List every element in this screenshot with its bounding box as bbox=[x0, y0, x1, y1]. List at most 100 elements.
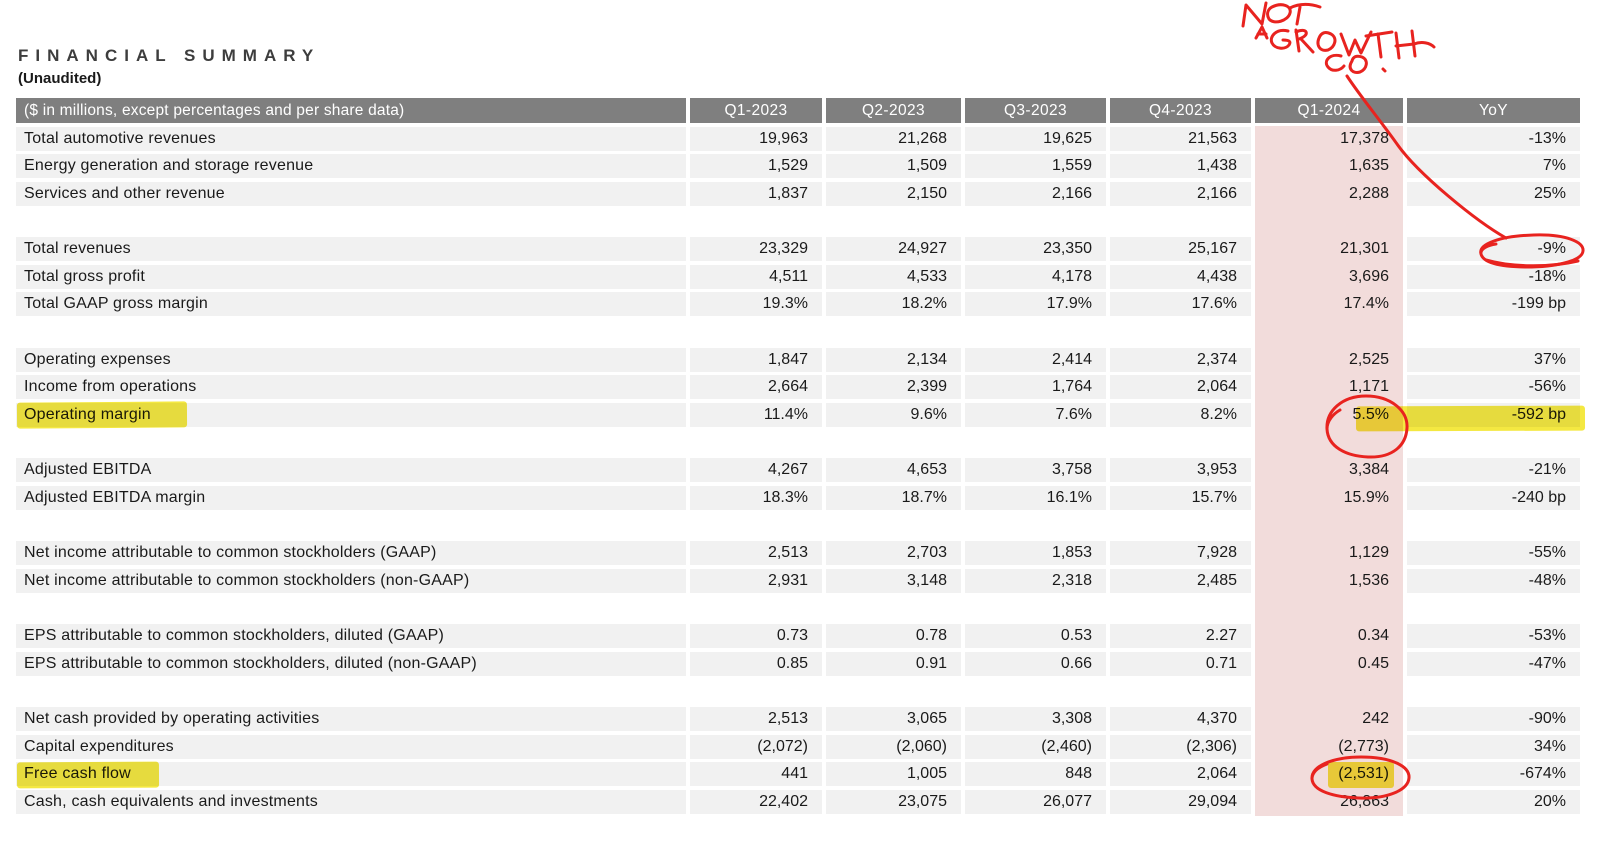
table-row: EPS attributable to common stockholders,… bbox=[16, 624, 1584, 648]
section-spacer bbox=[16, 430, 1584, 458]
value-cell-q1-2023: (2,072) bbox=[690, 734, 822, 759]
value-cell-q4-2023: 0.71 bbox=[1110, 651, 1251, 676]
value-cell-yoy: -90% bbox=[1407, 707, 1580, 731]
value-cell-q3-2023: 3,308 bbox=[965, 707, 1106, 731]
value-cell-q2-2023: 9.6% bbox=[826, 402, 961, 427]
value-cell-yoy: 20% bbox=[1407, 789, 1580, 814]
value-cell-yoy: 25% bbox=[1407, 181, 1580, 206]
value-cell-q2-2023: 18.7% bbox=[826, 485, 961, 510]
value-cell-q4-2023: 25,167 bbox=[1110, 237, 1251, 261]
value-cell-q1-2024: 26,863 bbox=[1340, 792, 1389, 810]
table-row: Operating expenses 1,847 2,134 2,414 2,374 2,… bbox=[16, 347, 1584, 372]
value-cell-q1-2023: 19,963 bbox=[690, 126, 822, 151]
value-cell-q4-2023: 2.27 bbox=[1110, 624, 1251, 648]
row-label: Income from operations bbox=[16, 375, 686, 399]
value-cell-yoy: -55% bbox=[1407, 541, 1580, 565]
table-row: Total GAAP gross margin 19.3% 18.2% 17.9% 17… bbox=[16, 292, 1584, 316]
column-header-q1-2023: Q1-2023 bbox=[690, 98, 822, 123]
value-cell-q1-2024: 1,129 bbox=[1348, 544, 1389, 561]
value-cell-q1-2023: 4,511 bbox=[690, 264, 822, 289]
value-cell-q1-2024: 3,696 bbox=[1348, 267, 1389, 285]
value-cell-q4-2023: 21,563 bbox=[1110, 126, 1251, 151]
value-cell-q3-2023: 17.9% bbox=[965, 292, 1106, 316]
value-cell-q4-2023: 2,064 bbox=[1110, 375, 1251, 399]
row-label: Capital expenditures bbox=[16, 734, 686, 759]
value-cell-q1-2023: 0.85 bbox=[690, 651, 822, 676]
value-cell-q1-2023: 1,847 bbox=[690, 347, 822, 372]
value-cell-q2-2023: 3,148 bbox=[826, 568, 961, 593]
value-cell-q1-2024: 1,635 bbox=[1348, 157, 1389, 174]
value-cell-yoy: -56% bbox=[1407, 375, 1580, 399]
value-cell-q1-2024: 0.45 bbox=[1357, 654, 1389, 672]
section-spacer bbox=[16, 596, 1584, 624]
value-cell-q2-2023: 23,075 bbox=[826, 789, 961, 814]
table-row: Operating margin 11.4% 9.6% 7.6% 8.2% 5.5% -59… bbox=[16, 402, 1584, 427]
value-cell-q1-2023: 2,664 bbox=[690, 375, 822, 399]
row-label: Cash, cash equivalents and investments bbox=[16, 789, 686, 814]
value-cell-q3-2023: 16.1% bbox=[965, 485, 1106, 510]
value-cell-q3-2023: 2,166 bbox=[965, 181, 1106, 206]
row-label: EPS attributable to common stockholders,… bbox=[16, 624, 686, 648]
value-cell-q1-2024: 1,536 bbox=[1348, 571, 1389, 589]
table-row: Adjusted EBITDA margin 18.3% 18.7% 16.1% 15.… bbox=[16, 485, 1584, 510]
value-cell-q2-2023: 0.78 bbox=[826, 624, 961, 648]
column-header-q2-2023: Q2-2023 bbox=[826, 98, 961, 123]
row-label: Operating margin bbox=[16, 402, 686, 427]
value-cell-q3-2023: 26,077 bbox=[965, 789, 1106, 814]
value-cell-q1-2024: 2,525 bbox=[1348, 350, 1389, 368]
value-cell-q1-2023: 2,513 bbox=[690, 707, 822, 731]
value-cell-q1-2023: 19.3% bbox=[690, 292, 822, 316]
value-cell-q4-2023: 7,928 bbox=[1110, 541, 1251, 565]
value-cell-q1-2023: 2,931 bbox=[690, 568, 822, 593]
section-spacer bbox=[16, 513, 1584, 541]
column-header-q4-2023: Q4-2023 bbox=[1110, 98, 1251, 123]
value-cell-q2-2023: 4,653 bbox=[826, 458, 961, 482]
handwritten-note bbox=[1241, 1, 1436, 74]
value-cell-q4-2023: 2,166 bbox=[1110, 181, 1251, 206]
column-header-q1-2024: Q1-2024 bbox=[1255, 98, 1403, 123]
value-cell-q3-2023: 3,758 bbox=[965, 458, 1106, 482]
column-header-q3-2023: Q3-2023 bbox=[965, 98, 1106, 123]
value-cell-yoy: -199 bp bbox=[1407, 292, 1580, 316]
value-cell-q1-2024: 17,378 bbox=[1340, 129, 1389, 147]
value-cell-q3-2023: 7.6% bbox=[965, 402, 1106, 427]
section-spacer bbox=[16, 320, 1584, 348]
row-label: Adjusted EBITDA bbox=[16, 458, 686, 482]
table-row: Net cash provided by operating activitie… bbox=[16, 707, 1584, 731]
table-header-row: ($ in millions, except percentages and p… bbox=[16, 98, 1584, 123]
row-label: Adjusted EBITDA margin bbox=[16, 485, 686, 510]
value-cell-q4-2023: (2,306) bbox=[1110, 734, 1251, 759]
value-cell-q1-2024: 2,288 bbox=[1348, 184, 1389, 202]
title-block: FINANCIAL SUMMARY (Unaudited) bbox=[18, 46, 320, 87]
value-cell-q1-2023: 1,837 bbox=[690, 181, 822, 206]
value-cell-yoy: 34% bbox=[1407, 734, 1580, 759]
value-cell-q3-2023: 19,625 bbox=[965, 126, 1106, 151]
table-row: Cash, cash equivalents and investments 22… bbox=[16, 789, 1584, 814]
row-label: Energy generation and storage revenue bbox=[16, 154, 686, 178]
value-cell-q4-2023: 15.7% bbox=[1110, 485, 1251, 510]
value-cell-q3-2023: 4,178 bbox=[965, 264, 1106, 289]
financial-summary-table: ($ in millions, except percentages and p… bbox=[16, 98, 1584, 817]
table-row: Free cash flow 441 1,005 848 2,064 (2,531) -67… bbox=[16, 762, 1584, 786]
value-cell-yoy: -13% bbox=[1407, 126, 1580, 151]
table-row: Net income attributable to common stockh… bbox=[16, 568, 1584, 593]
table-row: Total gross profit 4,511 4,533 4,178 4,438 3,… bbox=[16, 264, 1584, 289]
value-cell-q1-2024: 3,384 bbox=[1348, 461, 1389, 478]
value-cell-q1-2024: 1,171 bbox=[1348, 378, 1389, 395]
value-cell-q1-2024: (2,531) bbox=[1338, 765, 1389, 782]
row-label: Net income attributable to common stockh… bbox=[16, 541, 686, 565]
table-row: Income from operations 2,664 2,399 1,764 2,0… bbox=[16, 375, 1584, 399]
section-spacer bbox=[16, 679, 1584, 707]
value-cell-q4-2023: 3,953 bbox=[1110, 458, 1251, 482]
value-cell-yoy: -18% bbox=[1407, 264, 1580, 289]
row-label: Net cash provided by operating activitie… bbox=[16, 707, 686, 731]
value-cell-q3-2023: 0.66 bbox=[965, 651, 1106, 676]
value-cell-q1-2024: 5.5% bbox=[1352, 405, 1389, 423]
value-cell-yoy: -53% bbox=[1407, 624, 1580, 648]
page-subtitle: (Unaudited) bbox=[18, 70, 102, 87]
value-cell-q3-2023: 2,318 bbox=[965, 568, 1106, 593]
value-cell-q2-2023: 2,150 bbox=[826, 181, 961, 206]
row-label: Services and other revenue bbox=[16, 181, 686, 206]
value-cell-yoy: 7% bbox=[1407, 154, 1580, 178]
